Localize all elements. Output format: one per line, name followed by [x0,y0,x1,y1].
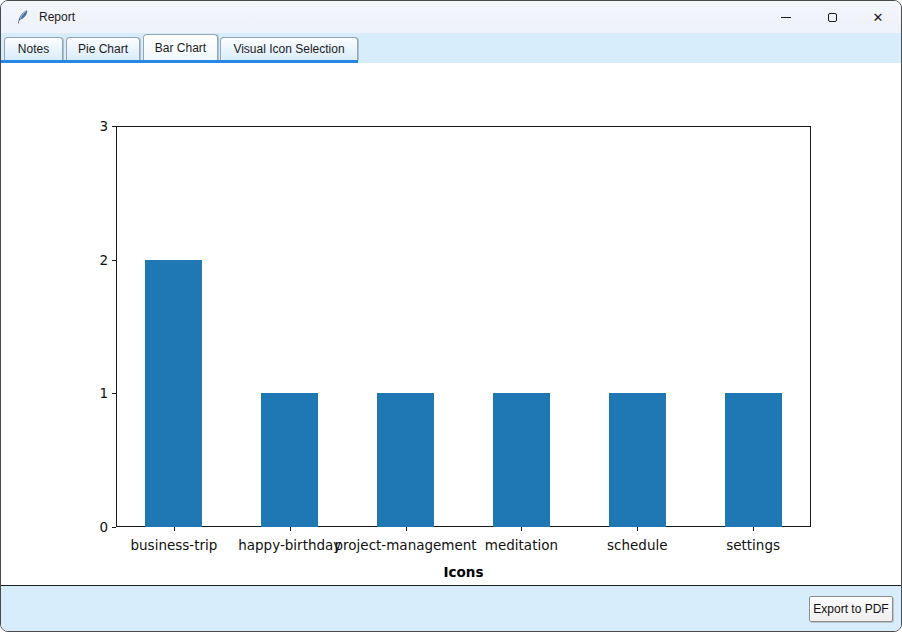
x-tick-mark [637,527,638,531]
bar [261,393,318,527]
x-tick-label: settings [726,537,780,553]
bar [609,393,666,527]
y-tick-mark [112,260,116,261]
minimize-button[interactable] [763,1,809,33]
window-title: Report [39,10,75,24]
maximize-button[interactable] [809,1,855,33]
x-tick-mark [406,527,407,531]
close-icon: ✕ [873,11,884,24]
tab-bar-chart[interactable]: Bar Chart [143,34,218,60]
x-tick-label: happy-birthday [238,537,341,553]
bar-chart-panel: business-trip happy-birthdayproject-manag… [1,63,901,585]
minimize-icon [781,17,791,18]
y-tick-mark [112,527,116,528]
x-tick-label: schedule [607,537,668,553]
bar [377,393,434,527]
x-tick-mark [174,527,175,531]
x-tick-label: business-trip [130,537,217,553]
tab-notes[interactable]: Notes [4,37,63,60]
title-bar: Report ✕ [1,1,901,33]
y-tick-mark [112,393,116,394]
x-tick-mark [290,527,291,531]
tab-visual-icon-selection[interactable]: Visual Icon Selection [220,37,358,60]
y-tick-label: 1 [68,385,108,401]
bar [145,260,202,527]
y-tick-label: 0 [68,519,108,535]
x-tick-label: project-management [334,537,476,553]
window-controls: ✕ [763,1,901,33]
bar-chart-figure: business-trip happy-birthdayproject-manag… [1,63,901,585]
python-feather-icon [14,9,30,25]
maximize-icon [828,13,837,22]
x-tick-mark [753,527,754,531]
x-tick-label: meditation [485,537,558,553]
app-window: Report ✕ Notes Pie Chart Bar Chart Visua… [0,0,902,632]
x-tick-mark [521,527,522,531]
bar [493,393,550,527]
footer-bar: Export to PDF [1,585,901,631]
y-tick-mark [112,126,116,127]
tab-pie-chart[interactable]: Pie Chart [66,37,140,60]
export-to-pdf-button[interactable]: Export to PDF [809,596,893,622]
tab-bar: Notes Pie Chart Bar Chart Visual Icon Se… [1,33,901,63]
close-button[interactable]: ✕ [855,1,901,33]
bar [725,393,782,527]
y-tick-label: 3 [68,118,108,134]
y-tick-label: 2 [68,252,108,268]
axes-frame [116,126,811,527]
x-axis-label: Icons [444,564,484,580]
